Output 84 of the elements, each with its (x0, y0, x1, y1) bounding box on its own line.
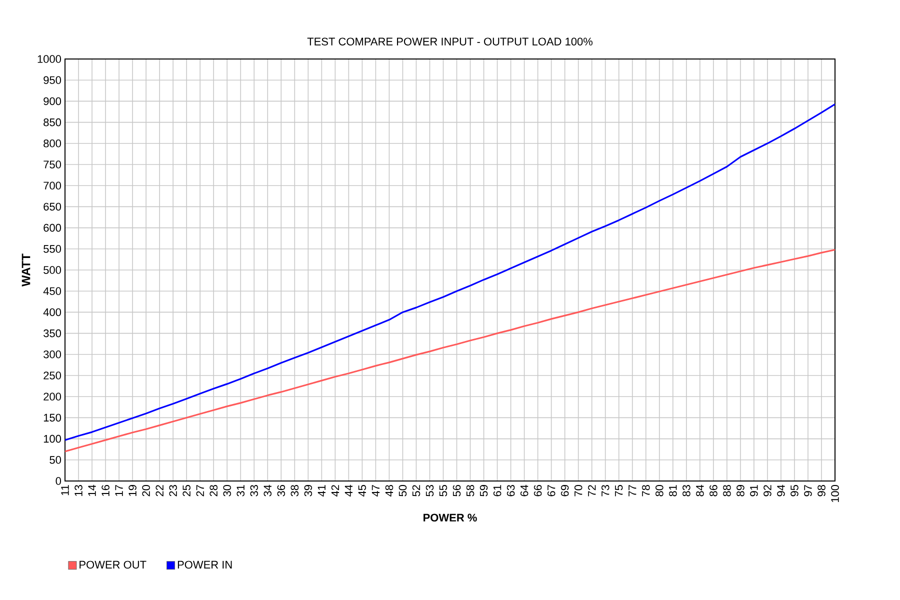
x-tick-label: 23 (169, 485, 177, 496)
y-tick-label: 800 (44, 140, 62, 148)
x-tick-label: 39 (304, 485, 312, 496)
x-tick-label: 91 (750, 485, 758, 496)
y-tick-label: 0 (56, 477, 62, 485)
x-tick-label: 45 (358, 485, 366, 497)
y-tick-label: 600 (44, 224, 62, 232)
y-tick-label: 650 (44, 202, 62, 211)
y-axis-title: WATT (22, 254, 30, 287)
x-tick-label: 100 (831, 484, 839, 502)
x-tick-label: 56 (452, 485, 461, 496)
y-tick-label: 350 (44, 329, 62, 338)
x-axis-title: POWER % (424, 514, 477, 522)
x-tick-label: 34 (264, 484, 272, 496)
x-tick-label: 13 (74, 485, 82, 496)
x-tick-label: 78 (642, 485, 650, 496)
x-tick-label: 84 (696, 484, 704, 496)
x-tick-label: 81 (669, 485, 677, 496)
x-tick-label: 11 (61, 485, 69, 496)
x-tick-label: 97 (804, 485, 812, 496)
x-tick-label: 69 (560, 485, 569, 496)
x-tick-label: 80 (656, 484, 664, 496)
chart-title: TEST COMPARE POWER INPUT - OUTPUT LOAD 100% (307, 38, 593, 46)
x-tick-label: 63 (506, 485, 515, 496)
x-tick-label: 53 (426, 485, 434, 496)
x-tick-label: 66 (534, 485, 542, 496)
x-tick-label: 16 (102, 485, 110, 496)
x-tick-label: 58 (466, 485, 474, 496)
x-tick-label: 86 (710, 485, 718, 496)
x-tick-label: 92 (764, 485, 772, 496)
y-tick-label: 50 (50, 456, 62, 464)
y-tick-label: 900 (44, 97, 62, 106)
x-tick-label: 75 (615, 485, 623, 496)
x-tick-label: 73 (601, 485, 610, 496)
legend-label: POWER OUT (80, 560, 146, 569)
y-tick-label: 850 (44, 118, 62, 126)
y-tick-label: 300 (44, 350, 62, 358)
x-tick-label: 55 (439, 485, 448, 496)
x-tick-label: 19 (128, 485, 136, 496)
y-tick-label: 200 (44, 392, 62, 400)
x-tick-label: 88 (723, 485, 731, 496)
y-tick-label: 150 (44, 414, 62, 422)
y-tick-label: 250 (44, 372, 62, 380)
x-tick-label: 50 (398, 484, 407, 496)
x-tick-label: 20 (142, 484, 150, 496)
x-tick-label: 25 (182, 485, 190, 496)
x-tick-label: 47 (372, 485, 380, 497)
x-tick-label: 72 (588, 485, 596, 496)
x-tick-label: 64 (520, 484, 528, 496)
y-tick-label: 400 (43, 308, 62, 316)
x-tick-label: 83 (682, 485, 690, 496)
x-tick-label: 59 (480, 485, 488, 496)
x-tick-label: 61 (493, 485, 502, 496)
x-tick-label: 77 (628, 485, 636, 496)
x-tick-label: 98 (818, 485, 826, 496)
y-tick-label: 750 (44, 160, 62, 168)
x-tick-label: 36 (277, 485, 286, 496)
y-tick-label: 700 (44, 182, 62, 190)
x-tick-label: 67 (547, 485, 556, 496)
x-tick-label: 95 (790, 485, 798, 496)
y-tick-label: 1000 (38, 55, 62, 63)
legend-label: POWER IN (178, 560, 232, 569)
x-tick-label: 28 (210, 485, 218, 496)
y-tick-label: 100 (44, 434, 62, 443)
y-tick-label: 950 (44, 76, 62, 84)
y-tick-label: 450 (43, 287, 62, 295)
x-tick-label: 41 (318, 485, 326, 497)
y-tick-label: 500 (44, 266, 62, 274)
x-tick-label: 22 (156, 485, 164, 496)
x-tick-label: 70 (574, 484, 582, 496)
x-tick-label: 48 (385, 485, 394, 497)
x-tick-label: 17 (115, 485, 123, 496)
x-tick-label: 52 (412, 485, 420, 496)
x-tick-label: 27 (196, 485, 204, 496)
x-tick-label: 14 (88, 484, 96, 496)
x-tick-label: 31 (236, 485, 245, 496)
y-tick-label: 550 (44, 245, 62, 253)
x-tick-label: 89 (736, 485, 744, 496)
x-tick-label: 94 (777, 484, 785, 496)
x-tick-label: 38 (290, 485, 299, 496)
x-tick-label: 30 (223, 484, 232, 496)
x-tick-label: 44 (344, 484, 352, 497)
x-tick-label: 33 (250, 485, 258, 496)
x-tick-label: 42 (331, 485, 340, 497)
